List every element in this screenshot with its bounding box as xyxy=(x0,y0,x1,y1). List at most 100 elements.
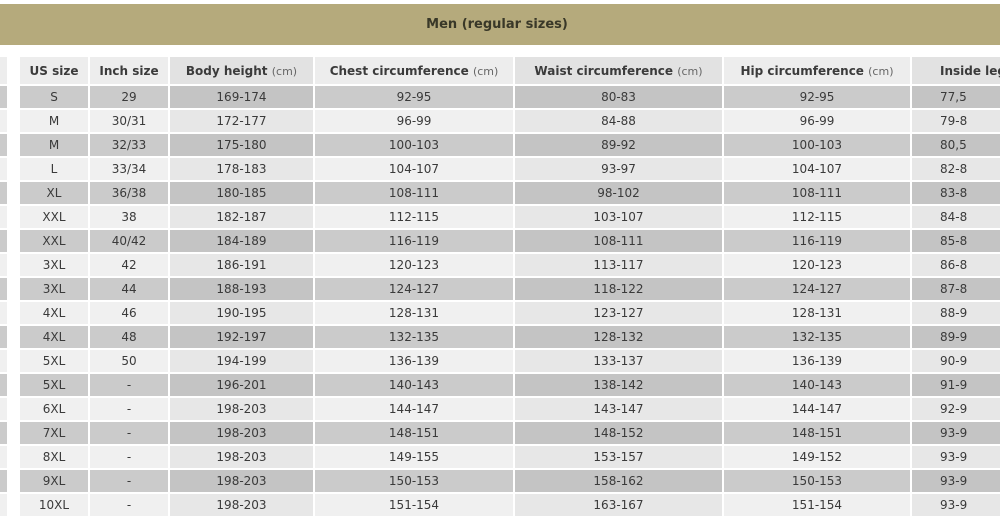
cell-chest: 128-131 xyxy=(315,302,513,324)
column-header-label: Body height xyxy=(185,63,268,78)
row-edge-cell xyxy=(0,182,18,204)
cell-body-height: 188-193 xyxy=(170,278,313,300)
cell-waist: 133-137 xyxy=(515,350,722,372)
table-row: 4XL 48 192-197 132-135 128-132 132-135 8… xyxy=(0,326,1000,348)
cell-hip: 132-135 xyxy=(724,326,910,348)
column-header-body-height: Body height (cm) xyxy=(170,57,313,84)
cell-inch-size: 44 xyxy=(90,278,168,300)
cell-inch-size: - xyxy=(90,446,168,468)
row-edge-cell xyxy=(0,254,18,276)
cell-chest: 151-154 xyxy=(315,494,513,516)
cell-waist: 128-132 xyxy=(515,326,722,348)
table-row: 10XL - 198-203 151-154 163-167 151-154 9… xyxy=(0,494,1000,516)
row-edge-cell xyxy=(0,374,18,396)
cell-inside-leg: 77,5 xyxy=(912,86,1000,108)
cell-body-height: 186-191 xyxy=(170,254,313,276)
cell-chest: 124-127 xyxy=(315,278,513,300)
cell-chest: 116-119 xyxy=(315,230,513,252)
cell-hip: 104-107 xyxy=(724,158,910,180)
row-edge-cell xyxy=(0,446,18,468)
row-edge-cell xyxy=(0,230,18,252)
table-row: M 30/31 172-177 96-99 84-88 96-99 79-8 xyxy=(0,110,1000,132)
cell-chest: 132-135 xyxy=(315,326,513,348)
cell-inside-leg: 93-9 xyxy=(912,470,1000,492)
cell-body-height: 172-177 xyxy=(170,110,313,132)
row-edge-cell xyxy=(0,110,18,132)
cell-waist: 148-152 xyxy=(515,422,722,444)
header-edge-cell xyxy=(0,57,18,84)
cell-body-height: 175-180 xyxy=(170,134,313,156)
column-header-unit: (cm) xyxy=(271,64,298,78)
row-edge-cell xyxy=(0,470,18,492)
row-edge-cell xyxy=(0,86,18,108)
cell-waist: 103-107 xyxy=(515,206,722,228)
cell-inside-leg: 80,5 xyxy=(912,134,1000,156)
column-header-inch-size: Inch size xyxy=(90,57,168,84)
cell-inch-size: 29 xyxy=(90,86,168,108)
cell-us-size: M xyxy=(20,110,88,132)
column-header-unit: (cm) xyxy=(868,64,894,78)
cell-hip: 124-127 xyxy=(724,278,910,300)
table-row: 6XL - 198-203 144-147 143-147 144-147 92… xyxy=(0,398,1000,420)
cell-inch-size: 48 xyxy=(90,326,168,348)
cell-inside-leg: 86-8 xyxy=(912,254,1000,276)
cell-inch-size: - xyxy=(90,398,168,420)
cell-inch-size: 36/38 xyxy=(90,182,168,204)
cell-inside-leg: 92-9 xyxy=(912,398,1000,420)
cell-inch-size: - xyxy=(90,374,168,396)
cell-hip: 96-99 xyxy=(724,110,910,132)
cell-waist: 138-142 xyxy=(515,374,722,396)
cell-chest: 136-139 xyxy=(315,350,513,372)
cell-inch-size: 30/31 xyxy=(90,110,168,132)
cell-us-size: 9XL xyxy=(20,470,88,492)
cell-inch-size: 32/33 xyxy=(90,134,168,156)
cell-chest: 148-151 xyxy=(315,422,513,444)
row-edge-cell xyxy=(0,206,18,228)
cell-chest: 92-95 xyxy=(315,86,513,108)
column-header-unit: (cm) xyxy=(472,64,499,78)
table-row: XXL 40/42 184-189 116-119 108-111 116-11… xyxy=(0,230,1000,252)
table-row: 5XL - 196-201 140-143 138-142 140-143 91… xyxy=(0,374,1000,396)
table-row: L 33/34 178-183 104-107 93-97 104-107 82… xyxy=(0,158,1000,180)
cell-body-height: 198-203 xyxy=(170,398,313,420)
cell-waist: 84-88 xyxy=(515,110,722,132)
row-edge-cell xyxy=(0,134,18,156)
cell-us-size: 5XL xyxy=(20,350,88,372)
cell-body-height: 198-203 xyxy=(170,470,313,492)
table-row: XL 36/38 180-185 108-111 98-102 108-111 … xyxy=(0,182,1000,204)
cell-body-height: 192-197 xyxy=(170,326,313,348)
cell-chest: 100-103 xyxy=(315,134,513,156)
cell-us-size: XXL xyxy=(20,206,88,228)
table-title: Men (regular sizes) xyxy=(0,4,1000,45)
cell-hip: 144-147 xyxy=(724,398,910,420)
size-table-body: S 29 169-174 92-95 80-83 92-95 77,5 M 30… xyxy=(0,86,1000,516)
column-header-hip: Hip circumference (cm) xyxy=(724,57,910,84)
cell-inch-size: 33/34 xyxy=(90,158,168,180)
cell-inch-size: - xyxy=(90,470,168,492)
cell-inch-size: 42 xyxy=(90,254,168,276)
cell-inside-leg: 87-8 xyxy=(912,278,1000,300)
table-row: XXL 38 182-187 112-115 103-107 112-115 8… xyxy=(0,206,1000,228)
cell-hip: 128-131 xyxy=(724,302,910,324)
table-row: 3XL 44 188-193 124-127 118-122 124-127 8… xyxy=(0,278,1000,300)
cell-hip: 92-95 xyxy=(724,86,910,108)
cell-body-height: 180-185 xyxy=(170,182,313,204)
cell-us-size: XXL xyxy=(20,230,88,252)
cell-us-size: 4XL xyxy=(20,326,88,348)
cell-chest: 149-155 xyxy=(315,446,513,468)
cell-waist: 123-127 xyxy=(515,302,722,324)
cell-body-height: 184-189 xyxy=(170,230,313,252)
column-header-label: Chest circumference xyxy=(329,63,469,78)
cell-body-height: 198-203 xyxy=(170,446,313,468)
cell-chest: 112-115 xyxy=(315,206,513,228)
cell-hip: 136-139 xyxy=(724,350,910,372)
cell-us-size: XL xyxy=(20,182,88,204)
cell-inside-leg: 83-8 xyxy=(912,182,1000,204)
cell-inside-leg: 90-9 xyxy=(912,350,1000,372)
cell-hip: 108-111 xyxy=(724,182,910,204)
cell-us-size: L xyxy=(20,158,88,180)
column-header-waist: Waist circumference (cm) xyxy=(515,57,722,84)
column-header-label: Hip circumference xyxy=(740,63,864,78)
column-header-inside-leg: Inside leg l xyxy=(912,57,1000,84)
